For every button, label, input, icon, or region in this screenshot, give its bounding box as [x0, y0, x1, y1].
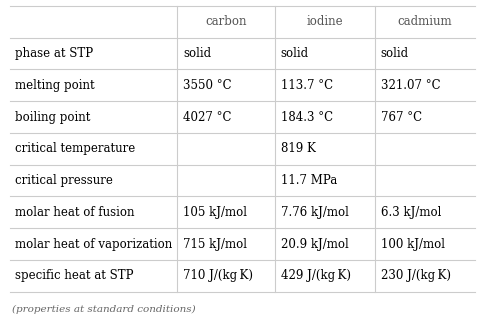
Text: 321.07 °C: 321.07 °C: [381, 79, 441, 92]
Text: solid: solid: [281, 47, 309, 60]
Text: 819 K: 819 K: [281, 142, 316, 155]
Text: specific heat at STP: specific heat at STP: [15, 269, 134, 282]
Text: 429 J/(kg K): 429 J/(kg K): [281, 269, 351, 282]
Text: 3550 °C: 3550 °C: [183, 79, 232, 92]
Text: 710 J/(kg K): 710 J/(kg K): [183, 269, 253, 282]
Text: 20.9 kJ/mol: 20.9 kJ/mol: [281, 237, 348, 250]
Text: molar heat of vaporization: molar heat of vaporization: [15, 237, 173, 250]
Text: 11.7 MPa: 11.7 MPa: [281, 174, 337, 187]
Text: 715 kJ/mol: 715 kJ/mol: [183, 237, 247, 250]
Text: carbon: carbon: [205, 15, 247, 28]
Text: solid: solid: [381, 47, 409, 60]
Text: cadmium: cadmium: [398, 15, 453, 28]
Text: boiling point: boiling point: [15, 111, 91, 124]
Text: critical pressure: critical pressure: [15, 174, 113, 187]
Text: iodine: iodine: [307, 15, 343, 28]
Text: solid: solid: [183, 47, 211, 60]
Text: 4027 °C: 4027 °C: [183, 111, 231, 124]
Text: 7.76 kJ/mol: 7.76 kJ/mol: [281, 206, 348, 219]
Text: molar heat of fusion: molar heat of fusion: [15, 206, 135, 219]
Text: 6.3 kJ/mol: 6.3 kJ/mol: [381, 206, 441, 219]
Text: (properties at standard conditions): (properties at standard conditions): [12, 305, 196, 314]
Text: 100 kJ/mol: 100 kJ/mol: [381, 237, 445, 250]
Text: critical temperature: critical temperature: [15, 142, 136, 155]
Text: 230 J/(kg K): 230 J/(kg K): [381, 269, 451, 282]
Text: 105 kJ/mol: 105 kJ/mol: [183, 206, 247, 219]
Text: phase at STP: phase at STP: [15, 47, 94, 60]
Text: 113.7 °C: 113.7 °C: [281, 79, 333, 92]
Text: 767 °C: 767 °C: [381, 111, 422, 124]
Text: melting point: melting point: [15, 79, 95, 92]
Text: 184.3 °C: 184.3 °C: [281, 111, 333, 124]
